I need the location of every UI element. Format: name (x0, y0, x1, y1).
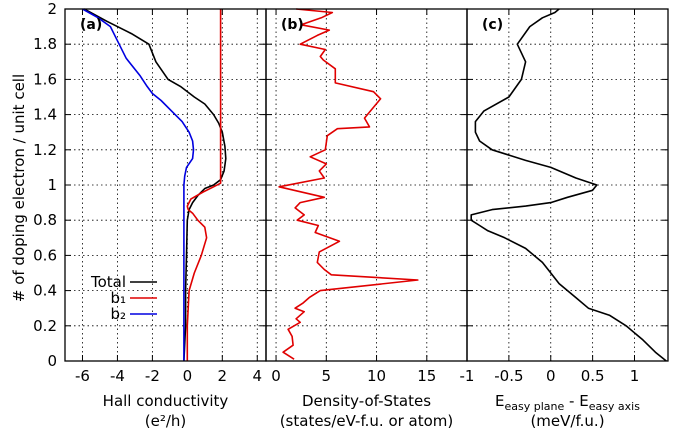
panel-tag: (c) (482, 17, 503, 33)
y-tick-label: 1 (47, 176, 57, 194)
x-tick-label: -6 (75, 367, 90, 385)
x-axis-label-line2: (states/eV-f.u. or atom) (280, 412, 454, 430)
x-axis-label: Eeasy plane - Eeasy axis (495, 392, 640, 413)
panel-3: -1 -0.5 0 0.5 1 (c) Eeasy plane - Eeasy axis(m… (460, 8, 669, 430)
panel-tag: (b) (281, 17, 304, 33)
panel-2: 0 5 10 15 (b) Density-of-States (states/eV-f.u… (265, 8, 468, 430)
y-tick-label: 1.4 (33, 106, 57, 124)
x-axis-label-sub: easy axis (589, 400, 641, 413)
x-tick-label: 0 (183, 367, 193, 385)
x-tick-label: 5 (322, 367, 332, 385)
panel-tag: (a) (80, 17, 102, 33)
x-axis-label-line2: (meV/f.u.) (530, 412, 604, 430)
x-tick-label: 0.5 (581, 367, 605, 385)
x-tick-label: 2 (218, 367, 228, 385)
y-tick-label: 0.4 (33, 282, 57, 300)
series-line-1 (278, 8, 419, 360)
x-tick-label: -0.5 (494, 367, 523, 385)
x-axis-label-part: E (495, 392, 504, 410)
legend-label-2: b₁ (110, 289, 126, 307)
y-tick-label: 0.8 (33, 211, 57, 229)
legend-label-1: Total (90, 273, 126, 291)
y-tick-label: 1.8 (33, 35, 57, 53)
x-axis-label: Density-of-States (302, 392, 431, 410)
x-tick-label: 1 (630, 367, 640, 385)
y-axis-label: # of doping electron / unit cell (10, 74, 28, 302)
y-tick-label: 0.2 (33, 317, 57, 335)
y-tick-label: 1.2 (33, 141, 57, 159)
x-tick-label: -1 (460, 367, 475, 385)
y-tick-label: 0.6 (33, 246, 57, 264)
legend-label-3: b₂ (110, 305, 126, 323)
series-line-1 (83, 8, 227, 362)
x-tick-label: -4 (110, 367, 125, 385)
x-tick-label: 0 (546, 367, 556, 385)
x-tick-label: 10 (367, 367, 386, 385)
x-tick-label: 15 (417, 367, 436, 385)
series-line-2 (186, 9, 222, 361)
x-tick-label: -2 (145, 367, 160, 385)
series-line-1 (470, 8, 667, 362)
series-line-3 (82, 8, 195, 361)
y-tick-label: 1.6 (33, 70, 57, 88)
x-axis-label-part: - E (564, 392, 588, 410)
panel-frame (466, 8, 669, 362)
y-tick-label: 2 (47, 0, 57, 18)
x-axis-label: Hall conductivity (103, 392, 229, 410)
x-tick-label: 4 (252, 367, 262, 385)
y-tick-label: 0 (47, 352, 57, 370)
panels-group: -6 -4 -2 0 2 400.20.40.60.811.21.41.61.82(a)H… (33, 0, 669, 430)
x-tick-label: 0 (271, 367, 281, 385)
panel-1: -6 -4 -2 0 2 4 0 0.2 0.4 0.6 0.8 1 1.2 1.4 1.6 1.8 2 (a) H… (33, 0, 267, 430)
x-axis-label-line2: (e²/h) (145, 412, 187, 430)
x-axis-label-sub: easy plane (504, 400, 564, 413)
